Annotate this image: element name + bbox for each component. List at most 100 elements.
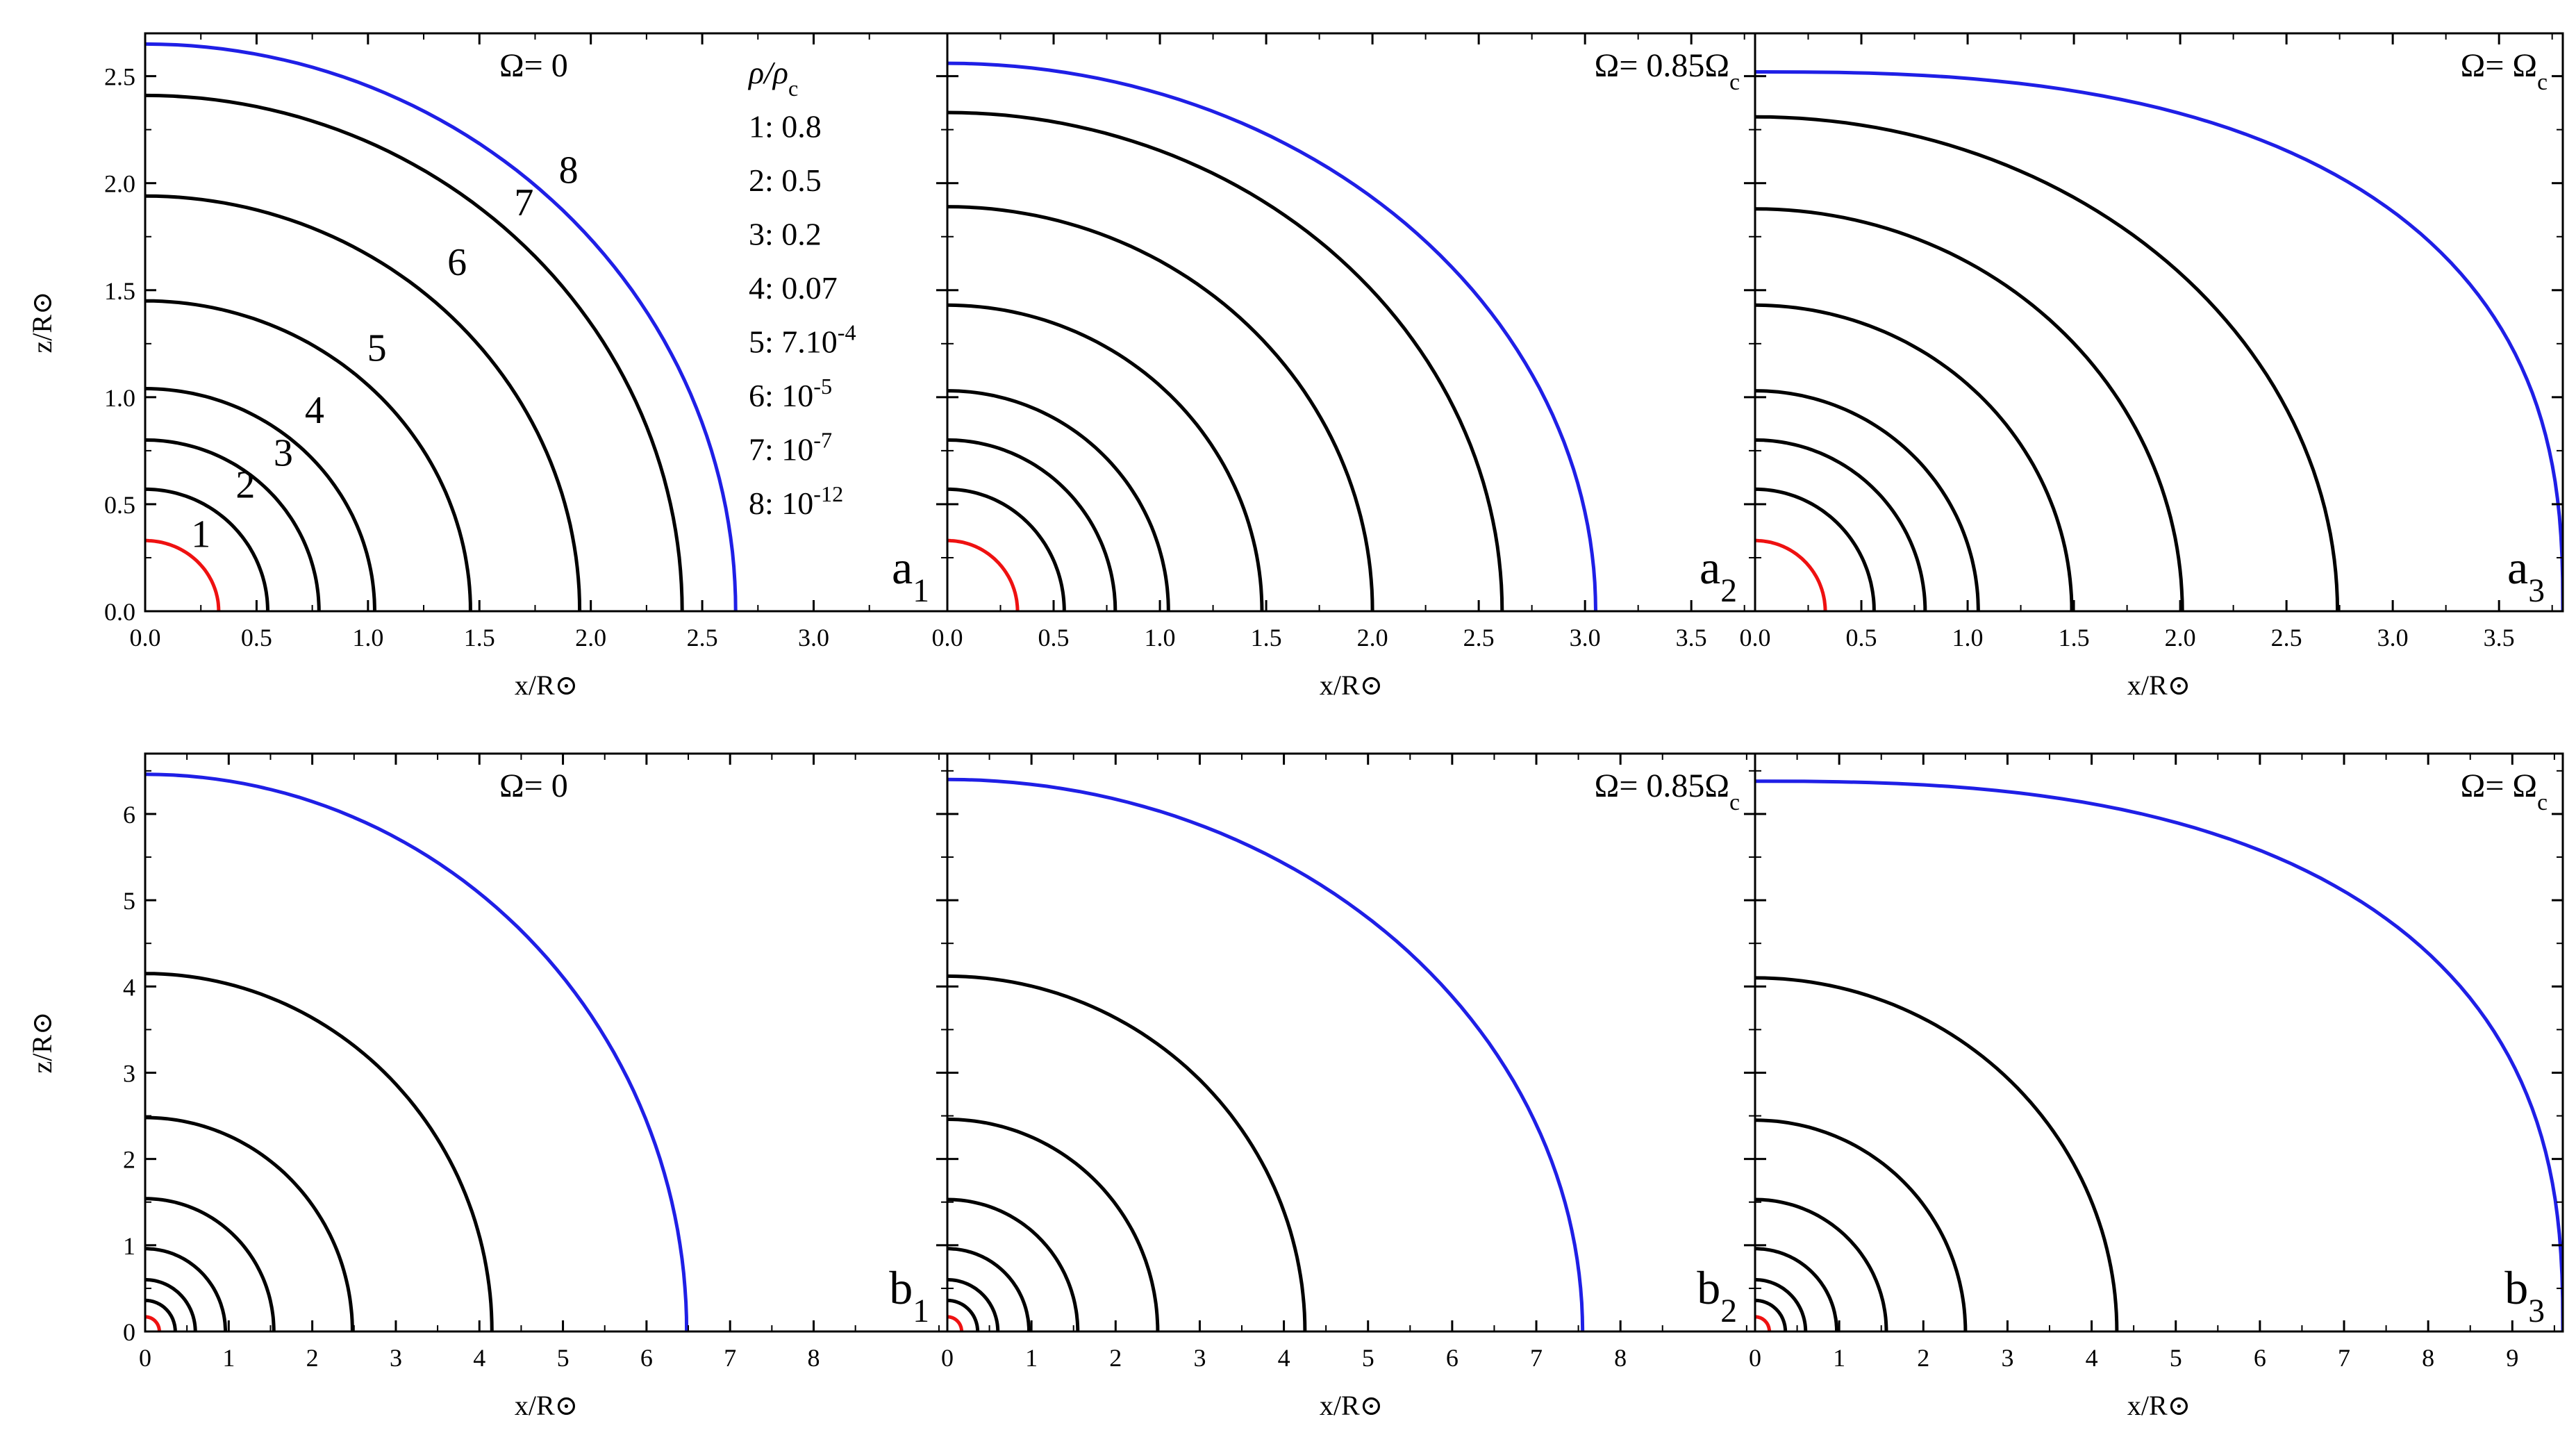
x-tick-label: 2.5 [1463,624,1495,652]
legend-entry: 3: 0.2 [749,217,822,252]
contour-5 [1755,303,2074,611]
contour-6 [1755,207,2184,611]
legend-entry: 1: 0.8 [749,109,822,144]
contour-3 [145,438,321,611]
y-axis-label: z/R⊙ [26,291,58,353]
legend-entry: 8: 10-12 [749,481,843,521]
contours-b1 [145,772,689,1331]
x-tick-label: 0 [941,1344,954,1372]
x-tick-label: 6 [640,1344,653,1372]
contour-3 [1755,1278,1808,1331]
x-tick-label: 5 [1362,1344,1374,1372]
contour-7 [947,974,1307,1331]
contour-1 [145,1315,161,1331]
x-tick-label: 3 [390,1344,402,1372]
y-tick-label: 0.5 [104,491,135,519]
contour-8 [947,777,1585,1331]
omega-label: Ω= Ωc [2461,767,2548,815]
x-tick-label: 0.5 [1038,624,1070,652]
contour-6 [947,205,1374,611]
contour-4 [1755,1247,1838,1331]
x-tick-label: 5 [557,1344,570,1372]
contour-4 [145,387,376,611]
x-tick-label: 0 [139,1344,151,1372]
x-axis-label: x/R⊙ [515,1390,578,1421]
omega-label: Ω= Ωc [2461,47,2548,95]
x-tick-label: 3.5 [1676,624,1707,652]
legend-entry: 7: 10-7 [749,428,832,467]
contour-8 [1755,70,2563,611]
contour-1 [1755,538,1827,611]
contour-2 [947,487,1066,611]
x-tick-label: 1 [1833,1344,1845,1372]
contour-label: 5 [367,326,387,370]
y-tick-label: 2.5 [104,63,135,91]
contour-6 [145,194,582,611]
x-tick-label: 1.0 [1145,624,1176,652]
x-tick-label: 1 [222,1344,235,1372]
contour-label: 4 [305,389,324,432]
x-tick-label: 3.5 [2484,624,2515,652]
y-tick-label: 0 [123,1318,135,1346]
y-tick-label: 1 [123,1232,135,1260]
panel-label: b2 [1697,1261,1737,1329]
contour-6 [1755,1118,1968,1331]
y-tick-label: 1.5 [104,277,135,305]
y-tick-label: 0.0 [104,598,135,626]
legend-title: ρ/ρc [747,55,798,101]
x-tick-label: 7 [2338,1344,2350,1372]
contour-3 [947,438,1117,611]
contour-4 [947,1247,1031,1331]
y-tick-label: 5 [123,887,135,915]
contours-b2 [947,777,1585,1331]
contour-2 [947,1298,980,1331]
contour-2 [145,487,269,611]
contour-label: 1 [191,513,210,556]
contour-7 [145,972,494,1331]
contour-2 [1755,1298,1788,1331]
x-tick-label: 1.5 [464,624,495,652]
x-tick-label: 7 [724,1344,736,1372]
contour-label: 7 [514,181,533,224]
contour-8 [145,42,738,611]
contour-2 [1755,487,1876,611]
x-tick-label: 5 [2170,1344,2182,1372]
panel-a2: 0.0 0.5 1.0 1.5 2.0 2.5 3.0 3.5 x/R⊙ Ω= 0.85Ωc a2 [932,32,1756,701]
x-tick-label: 2.5 [2271,624,2302,652]
frame-a3 [1754,32,2564,613]
contour-5 [947,303,1264,611]
contours-b3 [1755,779,2563,1331]
x-axis-label: x/R⊙ [1320,670,1383,701]
y-tick-label: 2.0 [104,170,135,198]
omega-label: Ω= 0.85Ωc [1595,47,1740,95]
x-axis-label: x/R⊙ [515,670,578,701]
x-axis-label: x/R⊙ [2127,670,2191,701]
contour-8 [1755,779,2563,1331]
x-axis-label: x/R⊙ [2127,1390,2191,1421]
contour-7 [1755,115,2340,611]
legend-entry: 2: 0.5 [749,163,822,198]
x-tick-label: 4 [1278,1344,1290,1372]
contour-4 [947,389,1170,611]
panel-label: a3 [2507,541,2545,609]
panel-a1: 0.0 0.5 1.0 1.5 2.0 2.5 3.0 0.0 0.5 1.0 1.5 2.0 2.5 x… [26,32,949,701]
contour-3 [947,1278,1000,1331]
x-tick-label: 3.0 [2377,624,2409,652]
x-tick-label: 1 [1025,1344,1038,1372]
x-tick-label: 1.5 [2059,624,2090,652]
x-tick-label: 0.0 [932,624,963,652]
legend: ρ/ρc 1: 0.8 2: 0.5 3: 0.2 4: 0.07 5: 7.10-4 6:… [747,55,856,521]
legend-entry: 4: 0.07 [749,270,838,306]
x-tick-label: 2.5 [687,624,718,652]
x-tick-label: 1.0 [1952,624,1984,652]
x-tick-label: 2.0 [1357,624,1388,652]
contour-4 [1755,389,1980,611]
x-tick-label: 6 [1446,1344,1459,1372]
frame-b1 [144,752,949,1333]
y-tick-label: 6 [123,801,135,829]
y-tick-label: 3 [123,1059,135,1087]
x-tick-label: 2 [306,1344,319,1372]
contour-7 [947,110,1504,611]
panel-label: a1 [892,541,929,609]
